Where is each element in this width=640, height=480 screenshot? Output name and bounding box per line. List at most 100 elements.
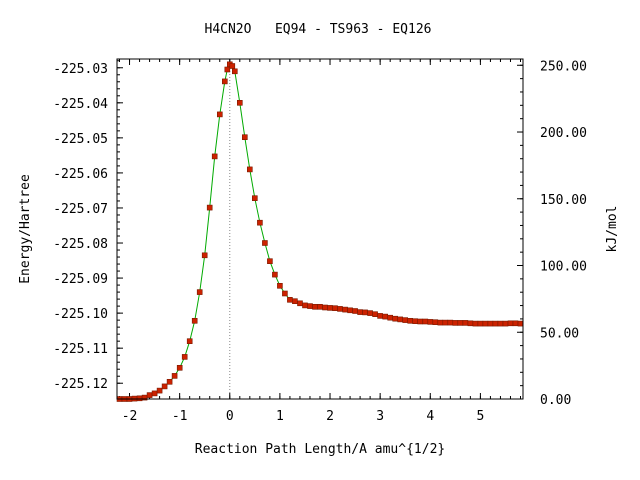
- data-point: [492, 320, 499, 327]
- y2-tick-label: 50.00: [540, 326, 579, 341]
- data-point: [457, 320, 464, 326]
- data-point: [252, 195, 258, 201]
- data-point: [277, 282, 283, 289]
- y-tick-label: -225.12: [53, 377, 108, 392]
- chart-title: H4CN2O EQ94 - TS963 - EQ126: [205, 22, 432, 37]
- y-tick-label: -225.06: [53, 167, 108, 182]
- data-point: [512, 320, 519, 327]
- data-point: [452, 320, 459, 326]
- data-point: [267, 258, 273, 265]
- data-point: [312, 303, 318, 310]
- data-point: [206, 204, 213, 211]
- data-point: [397, 316, 404, 323]
- data-point: [517, 320, 524, 327]
- data-point: [181, 354, 188, 360]
- data-point: [282, 290, 288, 297]
- data-point: [362, 309, 368, 316]
- data-point: [196, 289, 203, 295]
- data-point: [191, 317, 198, 324]
- data-point: [462, 320, 469, 326]
- data-point: [407, 317, 414, 324]
- data-point: [392, 315, 399, 322]
- data-point: [447, 319, 454, 326]
- y-tick-label: -225.07: [53, 202, 108, 217]
- data-point: [497, 320, 504, 327]
- data-point: [272, 271, 278, 278]
- data-point: [222, 78, 228, 85]
- y2-tick-label: 0.00: [540, 393, 571, 408]
- data-point: [302, 302, 308, 309]
- data-point: [217, 111, 223, 118]
- x-tick-label: 4: [426, 409, 434, 424]
- data-point: [247, 166, 253, 173]
- data-point: [387, 314, 394, 321]
- data-point: [477, 320, 484, 327]
- data-point: [297, 300, 303, 307]
- data-point: [211, 153, 218, 160]
- x-axis-label: Reaction Path Length/A amu^{1/2}: [195, 442, 445, 457]
- data-point: [502, 320, 509, 327]
- data-point: [377, 313, 383, 319]
- data-point: [487, 320, 494, 327]
- data-point: [156, 387, 163, 394]
- y2-tick-label: 200.00: [540, 126, 587, 141]
- data-point: [136, 395, 143, 402]
- x-tick-label: -2: [122, 409, 138, 424]
- data-point: [242, 134, 248, 140]
- y-tick-label: -225.03: [53, 62, 108, 77]
- data-point: [412, 318, 419, 325]
- data-point: [186, 338, 193, 345]
- data-point: [257, 219, 263, 226]
- data-point: [372, 311, 378, 318]
- data-point: [166, 378, 173, 385]
- data-point: [229, 63, 236, 69]
- y-tick-label: -225.04: [53, 97, 108, 112]
- data-point: [427, 319, 434, 325]
- data-point: [482, 320, 489, 327]
- data-point: [417, 318, 424, 325]
- data-point: [467, 320, 474, 327]
- data-point: [422, 318, 429, 325]
- y2-tick-label: 250.00: [540, 59, 587, 74]
- data-point: [151, 390, 158, 397]
- data-point: [472, 320, 479, 327]
- data-point: [224, 66, 231, 73]
- data-point: [146, 392, 153, 398]
- data-point: [201, 252, 208, 259]
- data-point: [237, 100, 243, 106]
- x-tick-label: 0: [226, 409, 234, 424]
- data-point: [367, 310, 373, 316]
- x-tick-label: 1: [276, 409, 284, 424]
- series-energy: [116, 61, 524, 402]
- data-point: [317, 303, 323, 310]
- data-point: [507, 320, 514, 327]
- data-point: [432, 319, 439, 326]
- x-tick-label: 2: [326, 409, 334, 424]
- data-point: [332, 305, 338, 312]
- data-point: [161, 383, 168, 390]
- y-tick-label: -225.08: [53, 237, 108, 252]
- plot-frame: [116, 58, 524, 400]
- data-point: [232, 68, 238, 75]
- data-point: [262, 240, 268, 246]
- data-point: [437, 319, 444, 326]
- y2-tick-label: 100.00: [540, 260, 587, 275]
- x-tick-label: 3: [376, 409, 384, 424]
- data-point: [307, 303, 313, 309]
- data-point: [442, 319, 449, 326]
- data-point: [382, 313, 389, 320]
- x-tick-label: 5: [476, 409, 484, 424]
- y2-tick-label: 150.00: [540, 193, 587, 208]
- data-point: [171, 373, 178, 379]
- y-tick-label: -225.09: [53, 272, 108, 287]
- data-point: [292, 298, 298, 305]
- data-point: [327, 305, 333, 311]
- data-point: [176, 364, 183, 371]
- data-point: [357, 309, 363, 315]
- tick-marks: [117, 59, 523, 400]
- data-point: [322, 304, 328, 311]
- axes: -2 -1 0 1 2 3 4 5 -225.12 -225.11 -225.10 -225.09 -2…: [53, 59, 587, 424]
- data-point: [287, 296, 293, 303]
- y-axis-label: Energy/Hartree: [18, 174, 33, 284]
